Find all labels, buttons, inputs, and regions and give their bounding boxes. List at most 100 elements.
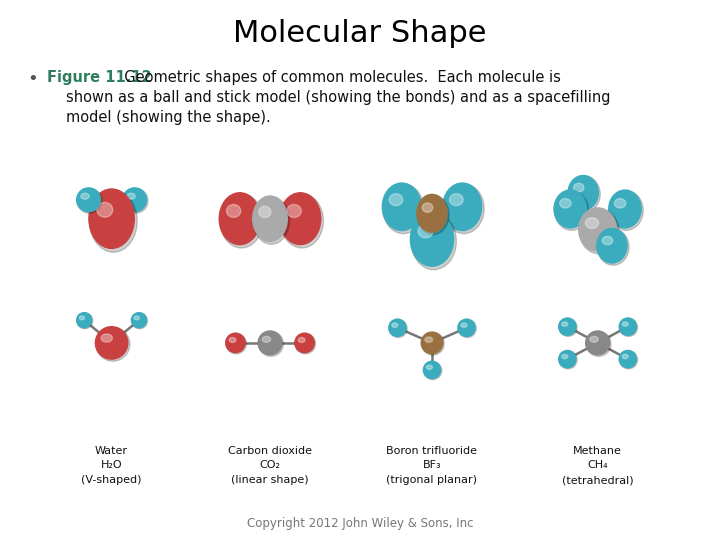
- Ellipse shape: [287, 205, 301, 218]
- Ellipse shape: [423, 361, 441, 379]
- Ellipse shape: [280, 193, 323, 248]
- Ellipse shape: [295, 334, 315, 354]
- Ellipse shape: [619, 350, 638, 369]
- Text: Figure 11.12: Figure 11.12: [47, 70, 151, 85]
- Ellipse shape: [562, 354, 568, 359]
- Ellipse shape: [602, 236, 613, 245]
- Ellipse shape: [220, 193, 263, 248]
- Ellipse shape: [97, 202, 113, 217]
- Text: Molecular Shape: Molecular Shape: [233, 19, 487, 48]
- Text: shown as a ball and stick model (showing the bonds) and as a spacefilling: shown as a ball and stick model (showing…: [66, 90, 611, 105]
- Ellipse shape: [609, 191, 643, 231]
- Ellipse shape: [258, 332, 284, 356]
- Text: Geometric shapes of common molecules.  Each molecule is: Geometric shapes of common molecules. Ea…: [115, 70, 561, 85]
- Ellipse shape: [586, 331, 609, 355]
- Ellipse shape: [425, 337, 433, 342]
- Ellipse shape: [569, 176, 600, 212]
- Ellipse shape: [253, 196, 287, 241]
- Ellipse shape: [253, 197, 289, 244]
- Ellipse shape: [226, 334, 246, 354]
- Ellipse shape: [580, 208, 619, 254]
- Text: (V-shaped): (V-shaped): [81, 475, 142, 485]
- Text: CO₂: CO₂: [259, 460, 281, 470]
- Ellipse shape: [101, 334, 112, 342]
- Ellipse shape: [590, 336, 598, 342]
- Ellipse shape: [79, 316, 85, 320]
- Ellipse shape: [426, 365, 433, 369]
- Ellipse shape: [258, 331, 282, 355]
- Ellipse shape: [614, 199, 626, 208]
- Ellipse shape: [389, 194, 402, 206]
- Text: (trigonal planar): (trigonal planar): [387, 475, 477, 485]
- Ellipse shape: [418, 225, 433, 238]
- Ellipse shape: [597, 228, 627, 263]
- Ellipse shape: [122, 188, 147, 212]
- Ellipse shape: [609, 190, 642, 228]
- Ellipse shape: [77, 188, 101, 212]
- Ellipse shape: [389, 319, 406, 336]
- Ellipse shape: [411, 213, 456, 270]
- Ellipse shape: [586, 332, 611, 356]
- Ellipse shape: [382, 183, 421, 231]
- Ellipse shape: [443, 183, 482, 231]
- Ellipse shape: [622, 322, 629, 326]
- Ellipse shape: [77, 188, 102, 213]
- Ellipse shape: [383, 184, 424, 234]
- Text: Water: Water: [95, 446, 128, 456]
- Ellipse shape: [123, 188, 148, 213]
- Ellipse shape: [449, 194, 463, 206]
- Ellipse shape: [81, 193, 89, 199]
- Ellipse shape: [96, 327, 130, 361]
- Ellipse shape: [392, 323, 398, 327]
- Ellipse shape: [559, 318, 577, 336]
- Ellipse shape: [389, 319, 408, 338]
- Ellipse shape: [280, 193, 321, 245]
- Ellipse shape: [559, 350, 576, 368]
- Ellipse shape: [226, 333, 245, 353]
- Ellipse shape: [573, 183, 584, 192]
- Ellipse shape: [89, 190, 138, 252]
- Ellipse shape: [76, 313, 92, 328]
- Ellipse shape: [619, 318, 636, 335]
- Ellipse shape: [579, 208, 616, 251]
- Text: (tetrahedral): (tetrahedral): [562, 475, 634, 485]
- Text: BF₃: BF₃: [423, 460, 441, 470]
- Ellipse shape: [554, 191, 588, 231]
- Ellipse shape: [461, 323, 467, 327]
- Ellipse shape: [421, 333, 444, 355]
- Ellipse shape: [127, 193, 135, 199]
- Ellipse shape: [598, 229, 629, 265]
- Ellipse shape: [444, 184, 485, 234]
- Ellipse shape: [77, 313, 93, 329]
- Ellipse shape: [458, 319, 477, 338]
- Text: H₂O: H₂O: [101, 460, 122, 470]
- Ellipse shape: [132, 313, 148, 329]
- Ellipse shape: [619, 318, 638, 336]
- Text: Carbon dioxide: Carbon dioxide: [228, 446, 312, 456]
- Ellipse shape: [417, 194, 447, 232]
- Ellipse shape: [295, 333, 314, 353]
- Text: (linear shape): (linear shape): [231, 475, 309, 485]
- Ellipse shape: [220, 193, 261, 245]
- Ellipse shape: [622, 354, 629, 359]
- Ellipse shape: [89, 189, 134, 248]
- Ellipse shape: [562, 322, 568, 326]
- Ellipse shape: [585, 218, 598, 228]
- Ellipse shape: [619, 350, 636, 368]
- Ellipse shape: [226, 205, 240, 218]
- Text: model (showing the shape).: model (showing the shape).: [66, 110, 271, 125]
- Ellipse shape: [559, 199, 571, 208]
- Ellipse shape: [423, 361, 442, 380]
- Ellipse shape: [258, 206, 271, 218]
- Ellipse shape: [559, 318, 576, 335]
- Ellipse shape: [95, 327, 128, 359]
- Ellipse shape: [410, 212, 454, 266]
- Ellipse shape: [262, 336, 271, 342]
- Ellipse shape: [559, 350, 577, 369]
- Ellipse shape: [131, 313, 147, 328]
- Ellipse shape: [229, 338, 236, 342]
- Ellipse shape: [418, 195, 449, 235]
- Ellipse shape: [568, 176, 598, 210]
- Text: CH₄: CH₄: [588, 460, 608, 470]
- Text: Copyright 2012 John Wiley & Sons, Inc: Copyright 2012 John Wiley & Sons, Inc: [247, 517, 473, 530]
